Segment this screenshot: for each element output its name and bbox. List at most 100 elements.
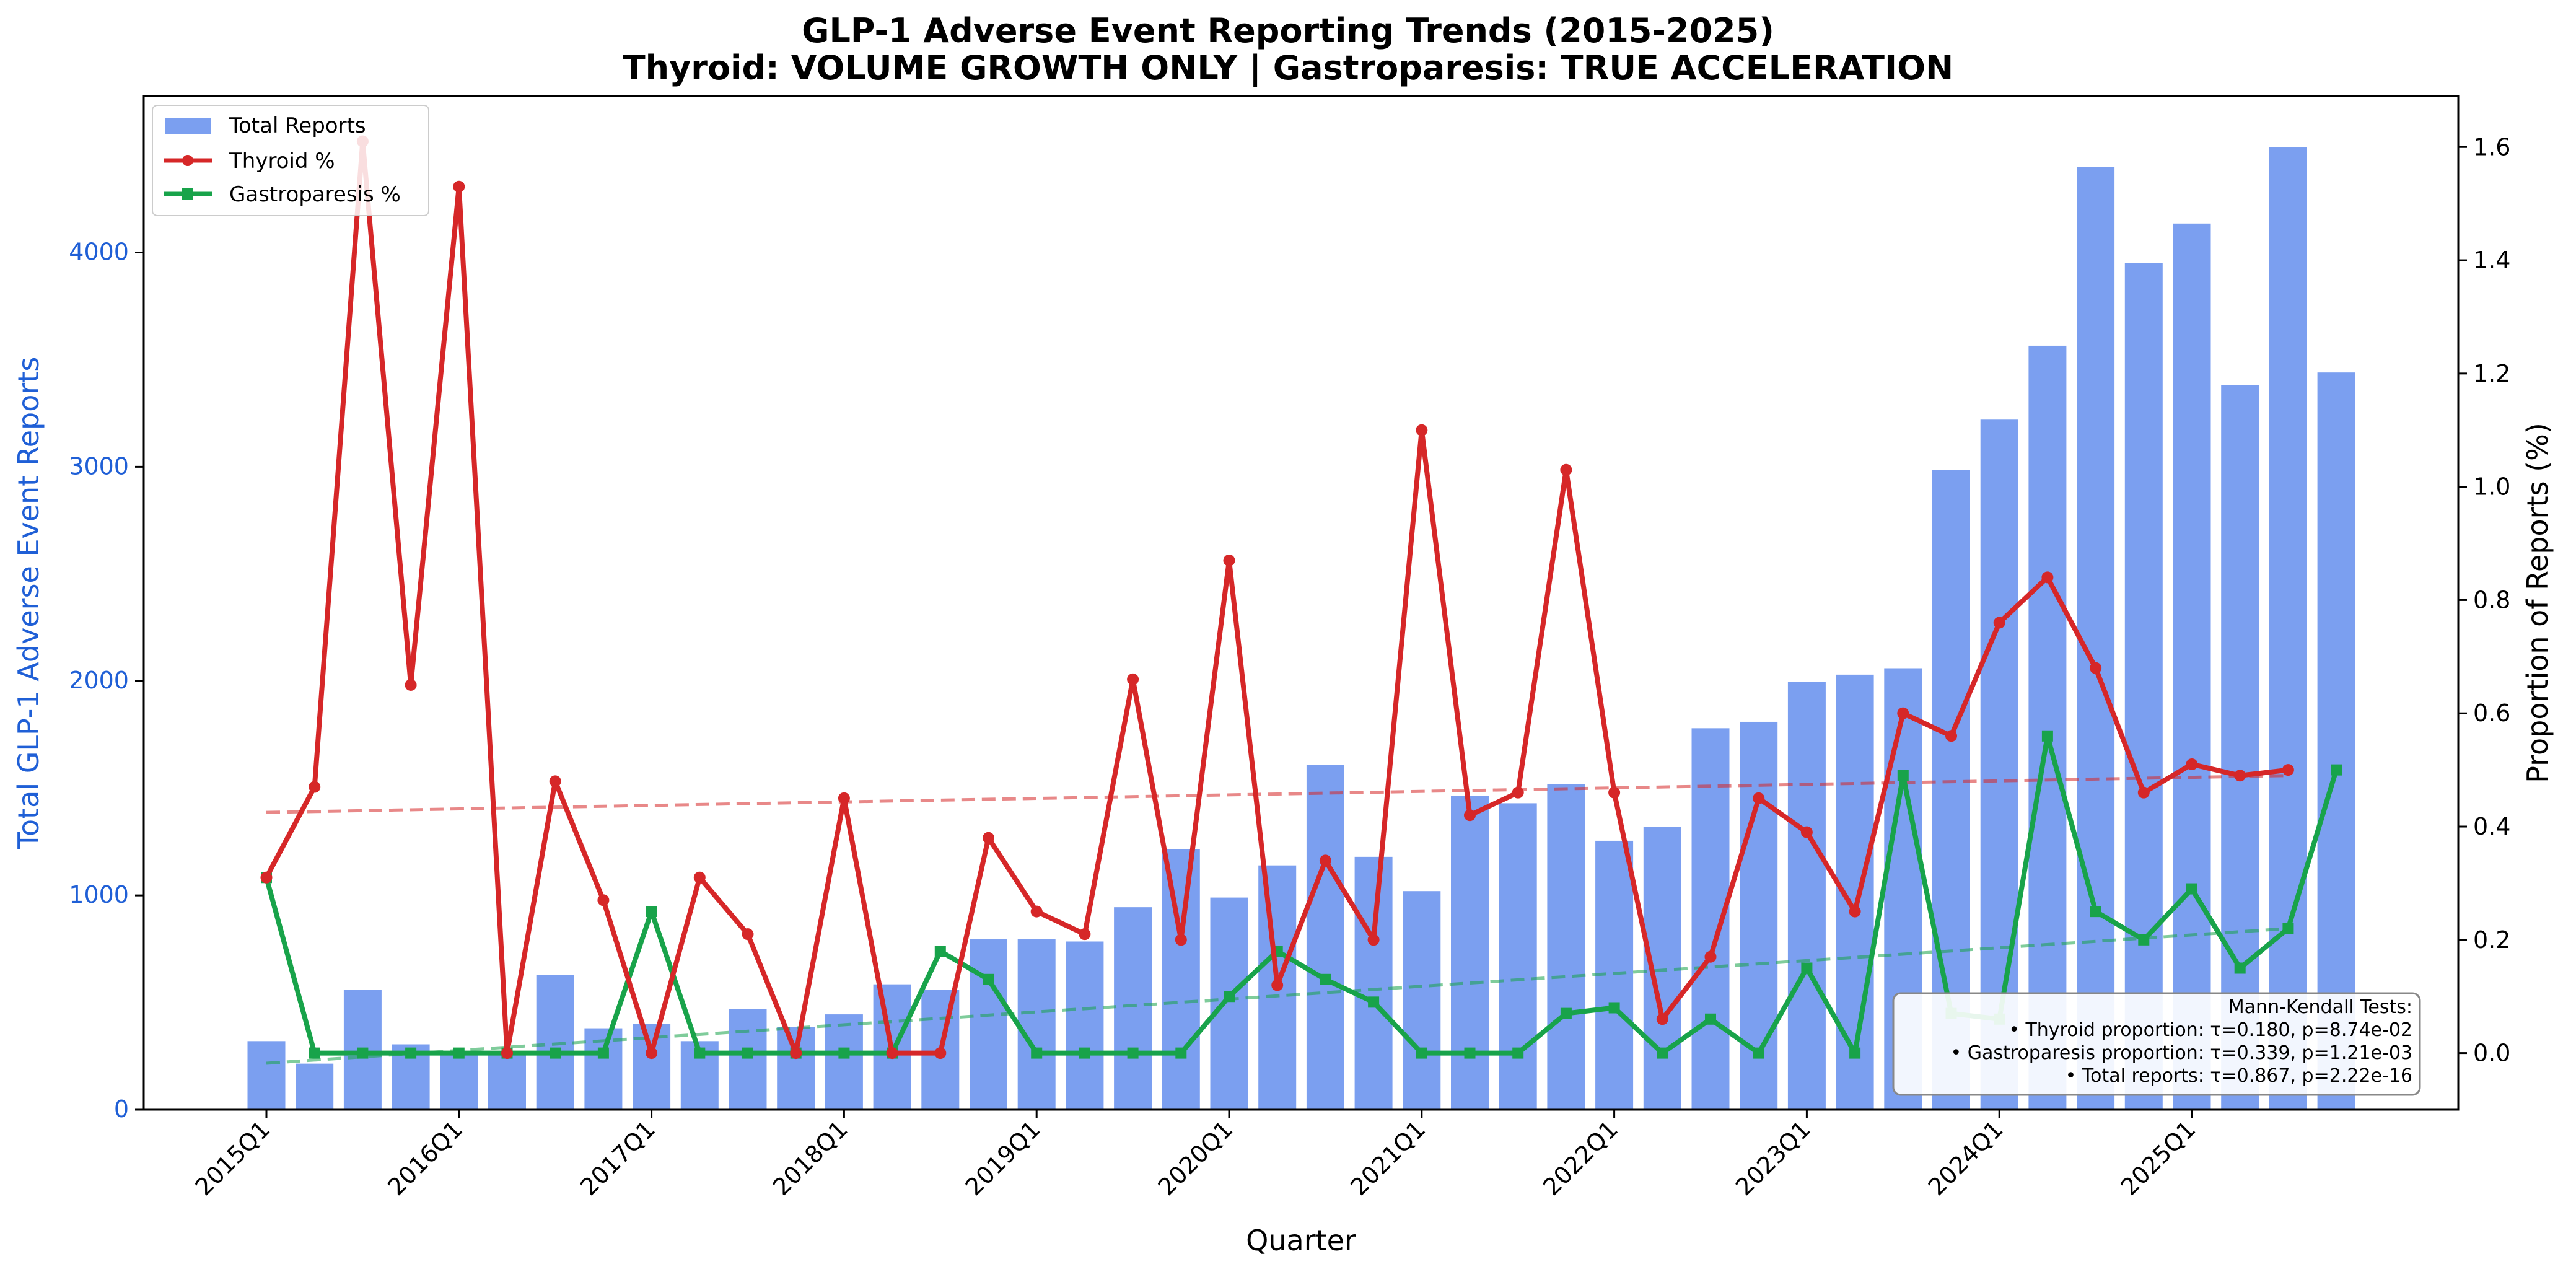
left-y-axis-label: Total GLP-1 Adverse Event Reports (12, 357, 45, 850)
gastroparesis-point (1416, 1047, 1427, 1059)
thyroid-point (838, 792, 850, 804)
gastroparesis-point (1849, 1047, 1861, 1059)
x-tick-label: 2019Q1 (960, 1115, 1046, 1201)
bar (1451, 796, 1489, 1110)
bar (729, 1009, 767, 1110)
gastroparesis-point (742, 1047, 753, 1059)
stats-annotation: Mann-Kendall Tests: • Thyroid proportion… (1892, 992, 2421, 1096)
bar (2173, 223, 2211, 1110)
bar (2124, 263, 2163, 1110)
gastroparesis-point (1560, 1007, 1572, 1019)
stats-annotation-title: Mann-Kendall Tests: (2228, 996, 2412, 1018)
bar (2221, 385, 2259, 1110)
thyroid-point (693, 871, 706, 884)
thyroid-point (983, 832, 994, 844)
thyroid-point (1945, 730, 1957, 742)
thyroid-point (1319, 854, 1331, 867)
gastroparesis-point (2186, 883, 2197, 895)
bar (536, 975, 574, 1110)
x-tick-label: 2020Q1 (1153, 1115, 1238, 1201)
thyroid-point (2041, 571, 2054, 584)
gastroparesis-point (597, 1047, 609, 1059)
bar (1066, 941, 1104, 1110)
bar (2028, 345, 2067, 1110)
stats-annotation-line: • Thyroid proportion: τ=0.180, p=8.74e-0… (2009, 1019, 2412, 1041)
thyroid-point (1800, 826, 1813, 838)
right-y-tick-label: 0.0 (2473, 1040, 2510, 1067)
thyroid-point (1704, 950, 1717, 963)
thyroid-point (1849, 905, 1861, 918)
x-tick-label: 2017Q1 (575, 1115, 660, 1201)
thyroid-point (501, 1047, 513, 1060)
x-tick-label: 2016Q1 (382, 1115, 468, 1201)
right-y-tick-label: 1.6 (2473, 133, 2510, 160)
gastroparesis-point (453, 1047, 465, 1059)
thyroid-point (646, 1047, 658, 1060)
legend-swatch-total-reports (165, 118, 211, 134)
gastroparesis-point (2331, 764, 2342, 776)
trend-lines-layer (266, 774, 2289, 1065)
left-y-tick-label: 4000 (69, 238, 129, 265)
thyroid-point (1656, 1013, 1668, 1025)
x-axis: 2015Q1 2016Q1 2017Q1 2018Q1 2019Q1 2020Q1 2021… (190, 1110, 2201, 1201)
legend: Total Reports Thyroid % Gastroparesis % (152, 105, 429, 216)
right-y-tick-label: 0.6 (2473, 700, 2510, 727)
thyroid-point (2090, 662, 2102, 674)
right-y-tick-label: 1.0 (2473, 473, 2510, 501)
bar (440, 1051, 478, 1110)
gastroparesis-point (1801, 962, 1813, 974)
bar (2269, 147, 2307, 1110)
x-tick-label: 2024Q1 (1923, 1115, 2009, 1201)
thyroid-point (405, 679, 417, 691)
thyroid-point (1271, 979, 1284, 991)
thyroid-point (1175, 934, 1187, 946)
gastroparesis-point (983, 973, 994, 985)
gastroparesis-point (1753, 1047, 1764, 1059)
gastroparesis-point (1608, 1002, 1620, 1014)
thyroid-point (549, 775, 561, 788)
x-tick-label: 2015Q1 (190, 1115, 276, 1201)
thyroid-trend-line (266, 774, 2289, 814)
thyroid-point (1608, 786, 1621, 799)
stats-annotation-line: • Total reports: τ=0.867, p=2.22e-16 (2066, 1065, 2412, 1087)
legend-marker-thyroid (182, 155, 193, 166)
thyroid-point (1993, 617, 2005, 629)
x-tick-label: 2021Q1 (1345, 1115, 1430, 1201)
thyroid-point (790, 1047, 802, 1060)
bar (825, 1014, 863, 1110)
gastroparesis-point (405, 1047, 417, 1059)
bar (1787, 682, 1826, 1110)
x-tick-label: 2025Q1 (2116, 1115, 2201, 1201)
thyroid-point (1223, 554, 1235, 566)
bar (1017, 939, 1056, 1110)
bar (777, 1027, 815, 1110)
right-y-tick-label: 0.8 (2473, 586, 2510, 613)
gastroparesis-point (1705, 1013, 1716, 1025)
legend-label-thyroid: Thyroid % (229, 149, 335, 173)
bar (1162, 849, 1200, 1110)
thyroid-point (2137, 786, 2150, 799)
plot-frame (142, 95, 2460, 1111)
thyroid-point (742, 928, 754, 941)
thyroid-point (2282, 764, 2294, 776)
thyroid-point (1512, 786, 1524, 799)
thyroid-point (1127, 673, 1139, 685)
gastroparesis-point (357, 1047, 369, 1059)
thyroid-point (886, 1047, 898, 1060)
bar (1114, 907, 1152, 1110)
gastroparesis-point (1657, 1047, 1668, 1059)
gastroparesis-point (2041, 730, 2053, 742)
bar (1210, 897, 1248, 1110)
gastroparesis-point (1175, 1047, 1187, 1059)
legend-marker-gastroparesis (182, 188, 193, 200)
bar (970, 939, 1007, 1110)
right-y-axis-label: Proportion of Reports (%) (2521, 423, 2554, 783)
right-y-axis: 0.0 0.2 0.4 0.6 0.8 1.0 1.2 1.4 1.6 (2458, 133, 2510, 1067)
gastroparesis-trend-line (266, 927, 2289, 1065)
x-axis-label: Quarter (1246, 1224, 1356, 1257)
gastroparesis-point (1512, 1047, 1524, 1059)
left-y-tick-label: 3000 (69, 452, 129, 480)
x-tick-label: 2022Q1 (1538, 1115, 1623, 1201)
thyroid-point (309, 781, 321, 793)
